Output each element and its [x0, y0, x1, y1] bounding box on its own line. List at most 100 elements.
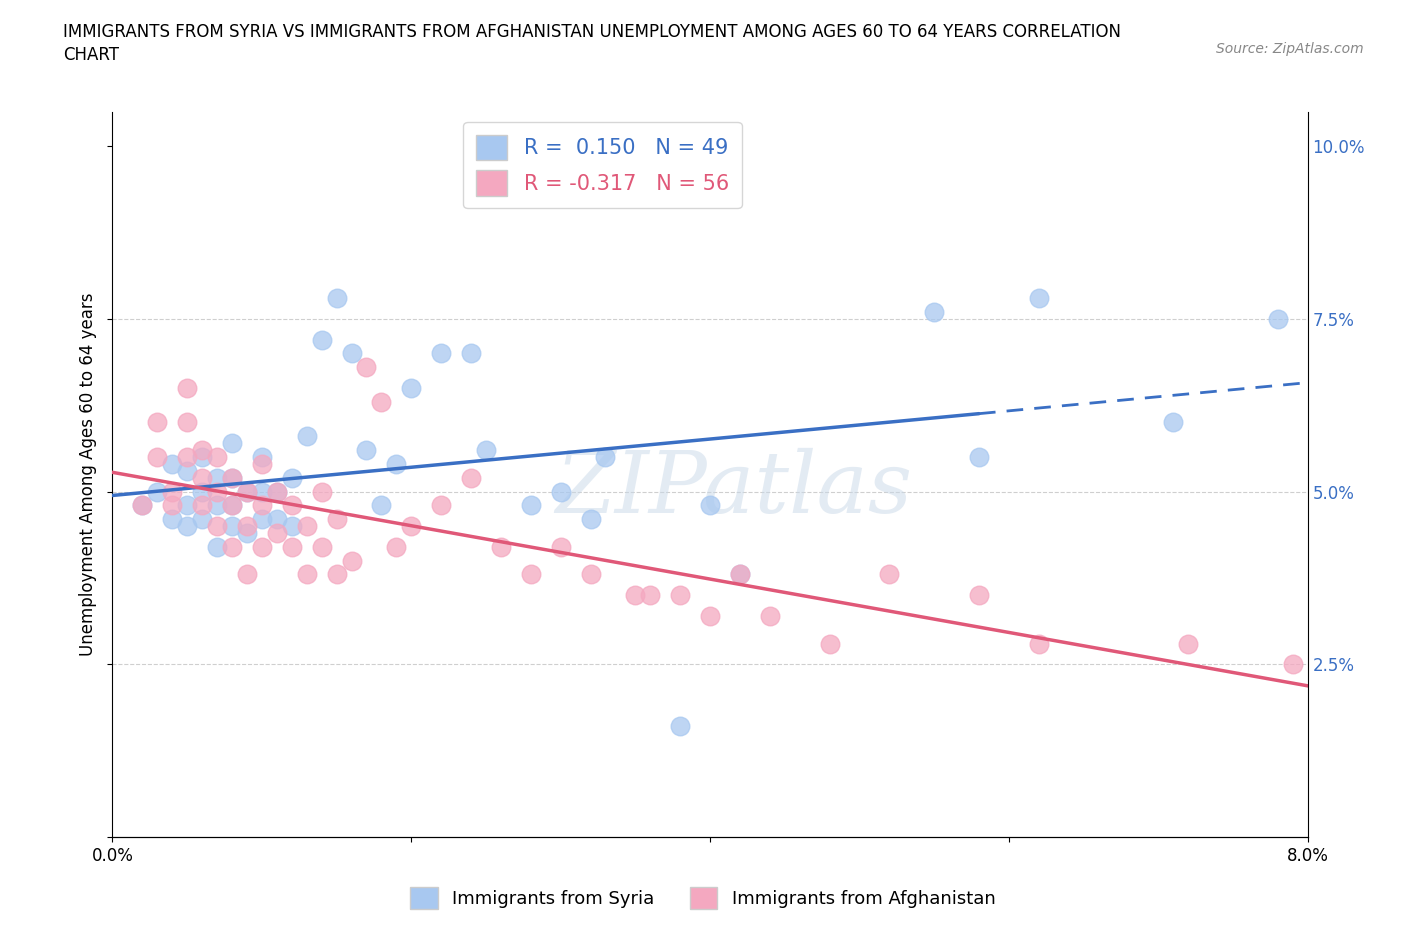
Point	[176, 380, 198, 395]
Point	[430, 498, 453, 512]
Point	[640, 588, 662, 603]
Point	[356, 443, 378, 458]
Legend: Immigrants from Syria, Immigrants from Afghanistan: Immigrants from Syria, Immigrants from A…	[404, 880, 1002, 916]
Point	[266, 512, 288, 526]
Point	[191, 512, 214, 526]
Point	[250, 512, 273, 526]
Point	[728, 567, 751, 582]
Point	[430, 346, 453, 361]
Point	[325, 291, 347, 306]
Point	[489, 539, 512, 554]
Point	[370, 394, 392, 409]
Point	[401, 519, 423, 534]
Point	[146, 415, 169, 430]
Point	[967, 588, 990, 603]
Point	[221, 471, 243, 485]
Text: ZIPatlas: ZIPatlas	[555, 447, 912, 530]
Point	[1177, 636, 1199, 651]
Point	[176, 415, 198, 430]
Point	[221, 471, 243, 485]
Point	[205, 519, 228, 534]
Point	[250, 457, 273, 472]
Point	[162, 457, 183, 472]
Point	[191, 443, 214, 458]
Point	[266, 485, 288, 499]
Point	[221, 436, 243, 451]
Point	[311, 485, 333, 499]
Point	[728, 567, 751, 582]
Point	[162, 512, 183, 526]
Text: CHART: CHART	[63, 46, 120, 64]
Point	[1161, 415, 1184, 430]
Point	[221, 498, 243, 512]
Point	[236, 485, 259, 499]
Point	[162, 485, 183, 499]
Point	[131, 498, 153, 512]
Text: IMMIGRANTS FROM SYRIA VS IMMIGRANTS FROM AFGHANISTAN UNEMPLOYMENT AMONG AGES 60 : IMMIGRANTS FROM SYRIA VS IMMIGRANTS FROM…	[63, 23, 1121, 41]
Point	[266, 485, 288, 499]
Point	[236, 519, 259, 534]
Point	[579, 567, 602, 582]
Point	[250, 498, 273, 512]
Point	[250, 539, 273, 554]
Point	[356, 360, 378, 375]
Legend: R =  0.150   N = 49, R = -0.317   N = 56: R = 0.150 N = 49, R = -0.317 N = 56	[464, 122, 741, 208]
Point	[176, 519, 198, 534]
Point	[1028, 291, 1050, 306]
Y-axis label: Unemployment Among Ages 60 to 64 years: Unemployment Among Ages 60 to 64 years	[79, 293, 97, 656]
Point	[579, 512, 602, 526]
Point	[877, 567, 901, 582]
Text: Source: ZipAtlas.com: Source: ZipAtlas.com	[1216, 42, 1364, 56]
Point	[205, 539, 228, 554]
Point	[236, 567, 259, 582]
Point	[295, 567, 318, 582]
Point	[699, 608, 721, 623]
Point	[205, 498, 228, 512]
Point	[385, 539, 408, 554]
Point	[311, 332, 333, 347]
Point	[699, 498, 721, 512]
Point	[281, 498, 304, 512]
Point	[191, 498, 214, 512]
Point	[236, 525, 259, 540]
Point	[475, 443, 498, 458]
Point	[250, 485, 273, 499]
Point	[205, 449, 228, 464]
Point	[221, 498, 243, 512]
Point	[205, 485, 228, 499]
Point	[236, 485, 259, 499]
Point	[669, 719, 692, 734]
Point	[281, 471, 304, 485]
Point	[162, 498, 183, 512]
Point	[176, 498, 198, 512]
Point	[370, 498, 392, 512]
Point	[221, 539, 243, 554]
Point	[595, 449, 617, 464]
Point	[191, 485, 214, 499]
Point	[205, 471, 228, 485]
Point	[281, 519, 304, 534]
Point	[759, 608, 782, 623]
Point	[385, 457, 408, 472]
Point	[146, 449, 169, 464]
Point	[311, 539, 333, 554]
Point	[146, 485, 169, 499]
Point	[1281, 657, 1303, 671]
Point	[818, 636, 841, 651]
Point	[669, 588, 692, 603]
Point	[295, 519, 318, 534]
Point	[340, 553, 363, 568]
Point	[922, 304, 945, 319]
Point	[281, 539, 304, 554]
Point	[191, 471, 214, 485]
Point	[401, 380, 423, 395]
Point	[967, 449, 990, 464]
Point	[520, 498, 543, 512]
Point	[340, 346, 363, 361]
Point	[520, 567, 543, 582]
Point	[191, 449, 214, 464]
Point	[266, 525, 288, 540]
Point	[1267, 312, 1289, 326]
Point	[325, 567, 347, 582]
Point	[131, 498, 153, 512]
